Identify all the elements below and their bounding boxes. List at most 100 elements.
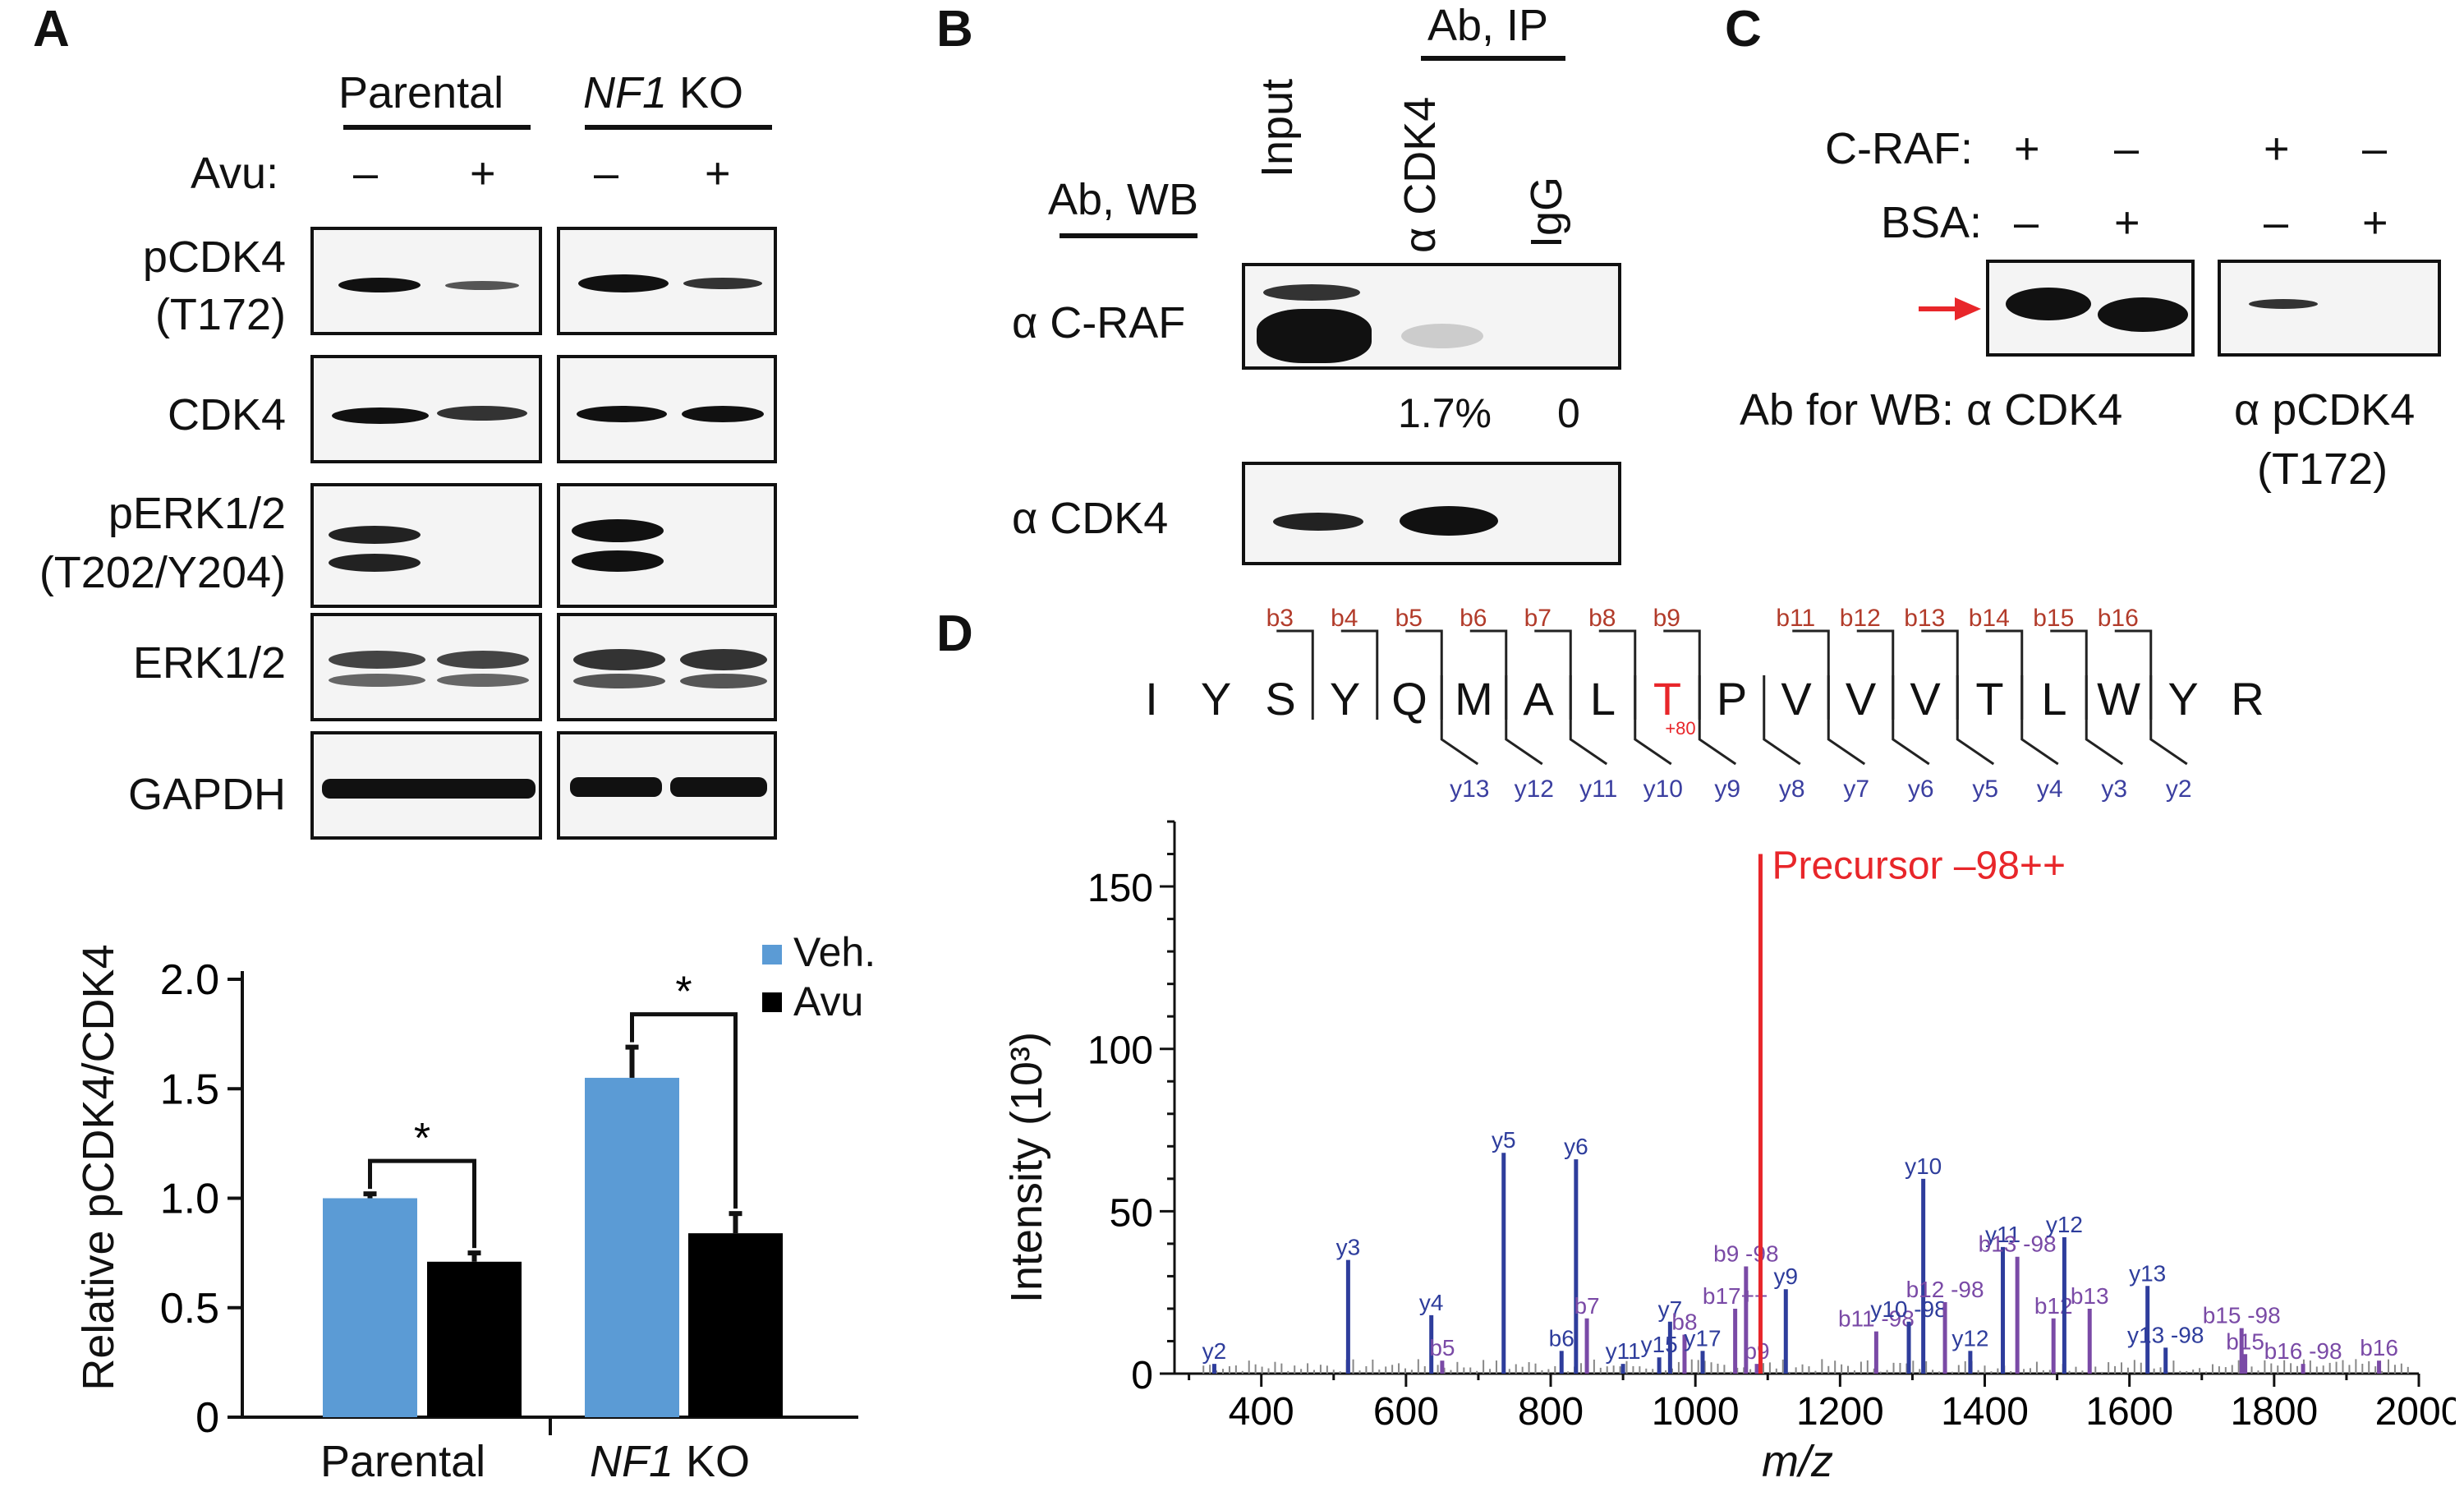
y-ion-bracket: [1956, 675, 1995, 766]
y-ion-label: y7: [1843, 776, 1869, 803]
ion-peak-label: y15: [1641, 1332, 1678, 1357]
residue: I: [1145, 673, 1158, 725]
y-ion-label: y4: [2037, 776, 2063, 803]
ion-peak-label: y9: [1773, 1264, 1798, 1289]
ion-peak-label: b9 -98: [1713, 1241, 1778, 1267]
residue: V: [1846, 673, 1877, 725]
b-ion-bracket: [1340, 629, 1379, 720]
craf-sign-2: –: [2114, 124, 2140, 173]
nf1-gene-italic: NF1: [583, 68, 668, 117]
precursor-label: Precursor –98++: [1772, 845, 2066, 888]
band: [1273, 513, 1363, 531]
wb-header: Ab, WB: [1048, 175, 1199, 224]
band: [338, 278, 421, 292]
residue: L: [1590, 673, 1616, 725]
ion-peak-label: b16: [2360, 1335, 2398, 1360]
band: [578, 274, 669, 292]
bar: [585, 1077, 679, 1417]
band: [680, 649, 767, 670]
blot-cdk4-ip: [1242, 462, 1621, 565]
ion-peak-label: b5: [1429, 1335, 1455, 1360]
b-ion-bracket: [1276, 629, 1314, 720]
ion-peak-label: b16 -98: [2264, 1338, 2342, 1364]
y-tick-label: 2.0: [160, 956, 219, 1004]
significance-star: *: [414, 1115, 430, 1162]
y-ion-bracket: [1827, 675, 1866, 766]
band: [2098, 297, 2188, 332]
x-tick-label: 1600: [2085, 1390, 2173, 1434]
band: [329, 674, 425, 687]
y-tick-label: 1.0: [160, 1176, 219, 1223]
blot-gapdh-parental: [310, 731, 542, 840]
b-ion-label: b12: [1840, 608, 1881, 632]
band: [437, 674, 529, 687]
band: [570, 777, 662, 797]
residue: V: [1781, 673, 1812, 725]
parental-underline: [343, 125, 531, 130]
ion-peak-label: y6: [1564, 1134, 1588, 1159]
residue: S: [1265, 673, 1295, 725]
ion-peak-label: b11 -98: [1838, 1306, 1915, 1332]
ion-peak-label: b17++: [1703, 1283, 1768, 1309]
avu-minus-1: –: [353, 149, 379, 198]
band: [680, 674, 767, 688]
residue: Q: [1391, 673, 1427, 725]
pcdk4-label-c: α pCDK4: [2234, 385, 2416, 435]
ko-text: KO: [686, 1437, 751, 1486]
band: [332, 407, 429, 424]
ion-peak-label: b12: [2034, 1293, 2073, 1319]
b-ion-label: b14: [1969, 608, 2010, 632]
b-ion-label: b5: [1395, 608, 1423, 632]
band: [329, 651, 425, 669]
nf1ko-underline: [585, 125, 772, 130]
ion-peak-label: b8: [1671, 1310, 1697, 1335]
y-ion-label: y2: [2166, 776, 2192, 803]
band: [1263, 284, 1360, 301]
blot-gapdh-nf1ko: [557, 731, 777, 840]
legend-avu-label: Avu: [793, 978, 864, 1024]
x-tick-label: 1800: [2230, 1390, 2318, 1434]
row-label-cdk4-b: α CDK4: [1012, 494, 1169, 543]
pcdk4-site-label-c: (T172): [2257, 444, 2388, 494]
band: [2249, 299, 2318, 309]
blot-craf-ip: [1242, 263, 1621, 370]
panel-a-label: A: [33, 1, 70, 58]
bsa-label: BSA:: [1881, 198, 1983, 247]
craf-label: C-RAF:: [1825, 124, 1973, 173]
ion-peak-label: y3: [1336, 1235, 1361, 1260]
residue: Y: [1330, 673, 1360, 725]
y-tick-label: 1.5: [160, 1066, 219, 1113]
y-tick-label: 50: [1110, 1191, 1153, 1235]
ion-peak-label: y17: [1684, 1325, 1721, 1351]
ip-header: Ab, IP: [1427, 1, 1549, 50]
band: [437, 651, 529, 669]
bsa-sign-2: +: [2114, 198, 2140, 247]
row-label-cdk4: CDK4: [167, 390, 286, 440]
y-ion-label: y12: [1515, 776, 1554, 803]
peptide-fragment-map: I Y S Y Q M A L T+80P V V V T L W Y Rb3 b4 b5 b6 b7 b8 b9 b11 b1…: [1145, 608, 2264, 803]
bar: [323, 1198, 417, 1417]
blot-perk-nf1ko: [557, 483, 777, 608]
lane-label-igg: IgG: [1522, 176, 1571, 248]
blot-perk-parental: [310, 483, 542, 608]
y-ion-label: y13: [1450, 776, 1489, 803]
band: [682, 406, 764, 422]
bar: [688, 1233, 783, 1417]
avu-label: Avu:: [191, 149, 279, 198]
b-ion-label: b4: [1331, 608, 1358, 632]
b-ion-label: b11: [1776, 608, 1815, 632]
y-ion-bracket: [2149, 675, 2188, 766]
residue: W: [2097, 673, 2140, 725]
group-nf1ko-label: NF1 KO: [583, 67, 743, 118]
y-tick-label: 0: [195, 1394, 219, 1442]
y-ion-label: y3: [2101, 776, 2127, 803]
y-ion-bracket: [1569, 675, 1608, 766]
residue: T: [1975, 673, 2003, 725]
residue: M: [1455, 673, 1493, 725]
band: [670, 777, 767, 797]
ion-peak-label: b15: [2226, 1328, 2264, 1354]
band: [573, 674, 665, 688]
ion-peak-label: y11: [1985, 1222, 2020, 1247]
residue: Y: [1201, 673, 1231, 725]
ion-peak-label: y13: [2129, 1260, 2166, 1286]
